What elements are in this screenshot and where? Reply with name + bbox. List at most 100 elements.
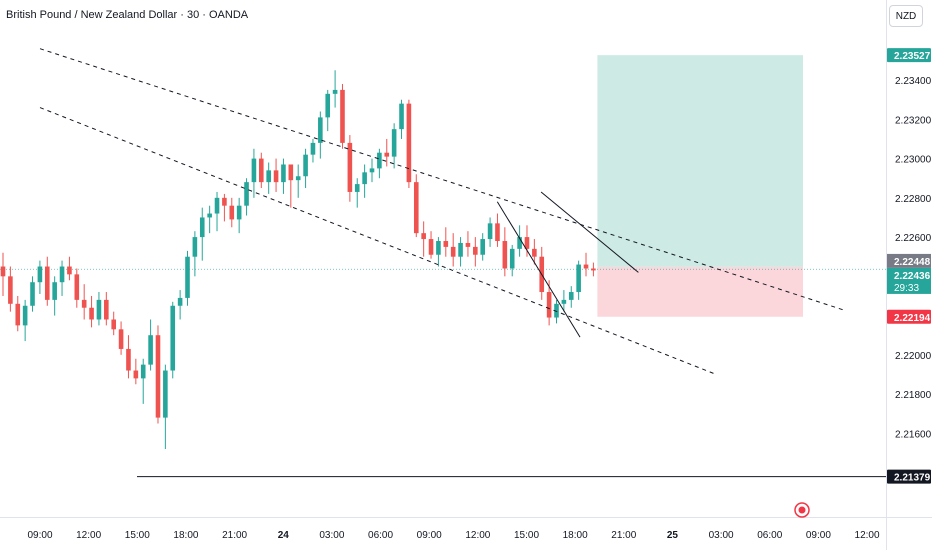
candle-body <box>288 164 294 181</box>
candle-body <box>583 264 589 269</box>
x-tick-label: 03:00 <box>319 530 344 541</box>
trendline-4 <box>496 201 581 338</box>
candle-body <box>148 335 153 365</box>
candle-body <box>155 335 161 418</box>
candle-body <box>140 364 146 379</box>
candle-body <box>126 348 131 371</box>
candle-body <box>15 303 21 326</box>
candle-body <box>421 233 426 240</box>
y-tick-label: 2.23200 <box>895 115 932 126</box>
candle-body <box>74 274 80 300</box>
candles <box>0 70 596 450</box>
y-tick-label: 2.21600 <box>895 429 932 440</box>
x-tick-label: 12:00 <box>855 530 880 541</box>
candle-body <box>207 213 212 218</box>
candle-body <box>303 154 308 177</box>
event-icon-dot <box>798 506 806 514</box>
candle-body <box>377 152 382 169</box>
candle-body <box>177 297 183 306</box>
candle-body <box>443 241 449 247</box>
candle-body <box>576 264 581 293</box>
take-profit-label: 2.23527 <box>894 51 931 62</box>
candle-body <box>295 176 301 181</box>
candle-body <box>59 266 65 283</box>
candle-body <box>281 164 286 183</box>
candle-body <box>473 246 478 255</box>
trendline-2 <box>39 107 717 375</box>
y-tick-label: 2.22800 <box>895 194 932 205</box>
candle-body <box>450 246 456 257</box>
x-tick-label: 15:00 <box>125 530 150 541</box>
stop-loss-zone <box>597 266 803 317</box>
x-tick-label: 18:00 <box>173 530 198 541</box>
trendline-3 <box>540 191 639 273</box>
candle-body <box>428 239 434 255</box>
candle-body <box>591 268 596 271</box>
candle-body <box>436 241 441 255</box>
candle-body <box>568 292 574 300</box>
candle-body <box>96 299 102 320</box>
currency-button[interactable]: NZD <box>889 5 923 27</box>
candle-body <box>554 303 559 318</box>
candle-body <box>406 103 412 183</box>
x-tick-label: 21:00 <box>222 530 247 541</box>
last-price-label: 2.22436 <box>894 271 931 282</box>
candle-body <box>273 170 279 183</box>
candle-body <box>67 266 72 275</box>
candle-body <box>340 89 345 143</box>
y-tick-label: 2.22600 <box>895 233 932 244</box>
candle-body <box>384 152 390 157</box>
candle-body <box>118 329 124 349</box>
candle-body <box>44 266 50 300</box>
candle-body <box>52 282 57 300</box>
candle-body <box>236 205 242 220</box>
candle-body <box>332 89 338 94</box>
y-tick-label: 2.22000 <box>895 351 932 362</box>
candle-body <box>89 307 94 320</box>
candle-body <box>561 299 567 304</box>
last-price-label-bg <box>887 267 931 294</box>
candle-body <box>8 276 13 304</box>
candle-body <box>458 242 463 257</box>
candle-body <box>310 142 316 155</box>
candle-body <box>546 292 552 318</box>
candle-body <box>502 241 508 269</box>
candle-body <box>465 242 471 247</box>
entry-price-label: 2.22448 <box>894 257 931 268</box>
candle-body <box>487 223 493 240</box>
candle-body <box>318 117 323 143</box>
x-tick-label: 25 <box>667 530 679 541</box>
candle-body <box>517 237 522 249</box>
x-tick-label: 12:00 <box>76 530 101 541</box>
x-tick-label: 09:00 <box>417 530 442 541</box>
candle-body <box>170 305 176 371</box>
candle-body <box>362 172 367 185</box>
x-tick-label: 18:00 <box>563 530 588 541</box>
candle-body <box>354 184 360 192</box>
stop-loss-label-bg <box>887 309 931 324</box>
candle-body <box>104 299 109 320</box>
candle-body <box>369 168 375 173</box>
candle-body <box>22 305 28 326</box>
y-tick-label: 2.23400 <box>895 76 932 87</box>
take-profit-zone <box>597 55 803 267</box>
x-tick-label: 21:00 <box>611 530 636 541</box>
candle-body <box>222 197 227 206</box>
candle-body <box>325 93 331 118</box>
stop-loss-label: 2.22194 <box>894 313 931 324</box>
y-tick-label: 2.23000 <box>895 155 932 166</box>
candle-body <box>524 237 530 249</box>
candle-body <box>399 103 404 130</box>
candle-body <box>391 129 397 157</box>
candle-body <box>495 223 500 242</box>
candle-body <box>259 158 264 183</box>
candle-body <box>30 282 35 306</box>
candle-body <box>81 299 87 308</box>
entry-label-bg <box>887 253 931 268</box>
candle-body <box>509 248 515 269</box>
candle-body <box>244 182 249 206</box>
candle-body <box>163 370 168 418</box>
x-tick-label: 06:00 <box>757 530 782 541</box>
candle-body <box>0 266 6 277</box>
